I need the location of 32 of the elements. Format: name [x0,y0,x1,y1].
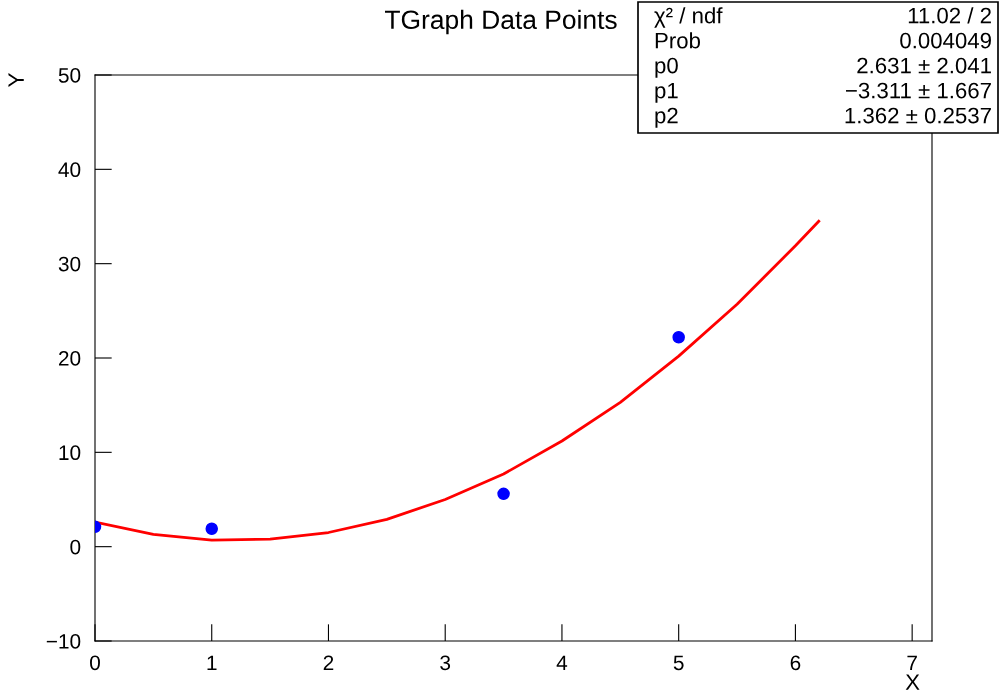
y-tick-label: 50 [58,68,81,83]
y-axis-title: Y [8,73,24,87]
annotation: p0 [655,57,678,78]
text: 11.02 / 2 [908,7,991,24]
y-tick-label: 20 [58,351,81,366]
y-tick-label: 0 [70,539,81,555]
x-tick-label: 2 [323,655,334,670]
y-tick-label: −10 [46,634,81,649]
y-tick-label: 30 [58,256,81,272]
x-tick-label: 6 [790,655,801,671]
line-series [95,219,821,542]
x-tick-label: 4 [556,655,568,670]
x-tick-label: 7 [907,655,917,670]
x-tick-label: 1 [207,655,217,670]
text: χ² / ndf [654,7,723,28]
y-tick-label: 10 [59,445,81,461]
text: 0.004049 [900,32,991,49]
y-tick-label: 40 [58,162,81,178]
text: 2.631 ± 2.041 [857,57,991,74]
point [672,330,685,344]
x-tick-label: 0 [90,655,100,671]
chart-title: TGraph Data Points [385,9,617,35]
annotation: p2 [655,107,678,128]
x-axis-title: X [905,674,920,690]
point [205,522,218,535]
x-tick-label: 5 [673,655,684,671]
text: Prob [655,32,701,49]
annotation: p1 [655,82,678,103]
annotation: −3.311 ± 1.667 [846,82,991,99]
annotation: 1.362 ± 0.2537 [845,107,991,124]
x-tick-label: 3 [440,655,451,671]
point [497,487,510,501]
